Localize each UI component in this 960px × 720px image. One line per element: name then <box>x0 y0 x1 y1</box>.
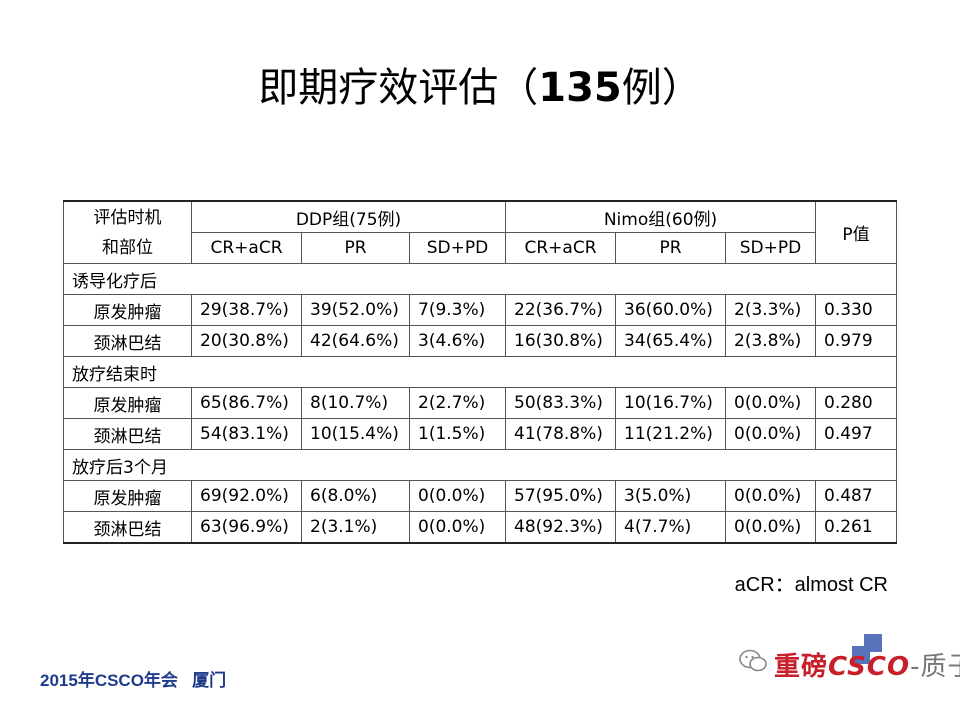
value-cell: 16(30.8%) <box>505 325 616 357</box>
section-label: 放疗后3个月 <box>63 449 897 481</box>
table-row: 颈淋巴结 63(96.9%) 2(3.1%) 0(0.0%) 48(92.3%)… <box>63 511 897 544</box>
value-cell: 34(65.4%) <box>615 325 726 357</box>
table-row: 原发肿瘤 69(92.0%) 6(8.0%) 0(0.0%) 57(95.0%)… <box>63 480 897 512</box>
logo-text-prefix: 重磅 <box>774 652 829 682</box>
title-number: 135 <box>538 65 622 111</box>
p-value-cell: 0.280 <box>815 387 897 419</box>
sub-header: PR <box>615 232 726 264</box>
value-cell: 69(92.0%) <box>191 480 302 512</box>
value-cell: 63(96.9%) <box>191 511 302 544</box>
p-value-cell: 0.330 <box>815 294 897 326</box>
value-cell: 54(83.1%) <box>191 418 302 450</box>
corner-header: 评估时机 和部位 <box>63 200 192 264</box>
p-value-cell: 0.487 <box>815 480 897 512</box>
value-cell: 2(3.3%) <box>725 294 816 326</box>
site-cell: 颈淋巴结 <box>63 325 192 357</box>
value-cell: 22(36.7%) <box>505 294 616 326</box>
value-cell: 42(64.6%) <box>301 325 410 357</box>
value-cell: 2(3.1%) <box>301 511 410 544</box>
site-cell: 原发肿瘤 <box>63 387 192 419</box>
footnote: aCR：almost CR <box>734 574 888 596</box>
section-row: 放疗后3个月 <box>63 449 897 481</box>
logo-text-csco: CSCO <box>828 652 911 682</box>
value-cell: 0(0.0%) <box>725 418 816 450</box>
efficacy-table: 评估时机 和部位 DDP组(75例) Nimo组(60例) P值 CR+aCR … <box>63 200 897 544</box>
sub-header: PR <box>301 232 410 264</box>
value-cell: 29(38.7%) <box>191 294 302 326</box>
value-cell: 0(0.0%) <box>409 511 506 544</box>
sub-header: CR+aCR <box>191 232 302 264</box>
p-value-cell: 0.261 <box>815 511 897 544</box>
section-row: 诱导化疗后 <box>63 263 897 295</box>
group-header-nimo: Nimo组(60例) <box>505 200 816 233</box>
sub-header: SD+PD <box>409 232 506 264</box>
logo-text: 重磅CSCO-质子 <box>774 646 960 683</box>
value-cell: 65(86.7%) <box>191 387 302 419</box>
value-cell: 36(60.0%) <box>615 294 726 326</box>
wechat-icon <box>739 649 767 672</box>
value-cell: 2(2.7%) <box>409 387 506 419</box>
table-body: 评估时机 和部位 DDP组(75例) Nimo组(60例) P值 CR+aCR … <box>63 200 897 544</box>
header-row-2: CR+aCR PR SD+PD CR+aCR PR SD+PD <box>64 232 897 264</box>
section-label: 放疗结束时 <box>63 356 897 388</box>
value-cell: 4(7.7%) <box>615 511 726 544</box>
value-cell: 0(0.0%) <box>725 511 816 544</box>
slide-title: 即期疗效评估（135例） <box>0 58 960 118</box>
site-cell: 颈淋巴结 <box>63 418 192 450</box>
value-cell: 0(0.0%) <box>409 480 506 512</box>
section-row: 放疗结束时 <box>63 356 897 388</box>
value-cell: 6(8.0%) <box>301 480 410 512</box>
site-cell: 颈淋巴结 <box>63 511 192 544</box>
value-cell: 39(52.0%) <box>301 294 410 326</box>
corner-line-2: 和部位 <box>102 237 153 258</box>
value-cell: 10(15.4%) <box>301 418 410 450</box>
value-cell: 8(10.7%) <box>301 387 410 419</box>
group-header-ddp: DDP组(75例) <box>191 200 506 233</box>
value-cell: 20(30.8%) <box>191 325 302 357</box>
site-cell: 原发肿瘤 <box>63 294 192 326</box>
site-cell: 原发肿瘤 <box>63 480 192 512</box>
value-cell: 7(9.3%) <box>409 294 506 326</box>
logo-text-suffix: -质子 <box>910 652 960 682</box>
table-row: 原发肿瘤 29(38.7%) 39(52.0%) 7(9.3%) 22(36.7… <box>63 294 897 326</box>
value-cell: 0(0.0%) <box>725 387 816 419</box>
value-cell: 3(5.0%) <box>615 480 726 512</box>
p-value-cell: 0.979 <box>815 325 897 357</box>
corner-line-1: 评估时机 <box>93 207 162 228</box>
sub-header: CR+aCR <box>505 232 616 264</box>
title-suffix: 例） <box>621 65 702 111</box>
value-cell: 2(3.8%) <box>725 325 816 357</box>
p-value-cell: 0.497 <box>815 418 897 450</box>
value-cell: 50(83.3%) <box>505 387 616 419</box>
conference-footer: 2015年CSCO年会 厦门 <box>40 671 227 690</box>
table-row: 原发肿瘤 65(86.7%) 8(10.7%) 2(2.7%) 50(83.3%… <box>63 387 897 419</box>
value-cell: 41(78.8%) <box>505 418 616 450</box>
value-cell: 11(21.2%) <box>615 418 726 450</box>
value-cell: 0(0.0%) <box>725 480 816 512</box>
watermark-logo: 重磅CSCO-质子 <box>720 628 960 708</box>
header-row-1: 评估时机 和部位 DDP组(75例) Nimo组(60例) P值 <box>63 200 897 264</box>
value-cell: 48(92.3%) <box>505 511 616 544</box>
section-label: 诱导化疗后 <box>63 263 897 295</box>
p-value-header: P值 <box>815 200 897 264</box>
title-main: 即期疗效评估（ <box>258 65 539 111</box>
value-cell: 3(4.6%) <box>409 325 506 357</box>
value-cell: 1(1.5%) <box>409 418 506 450</box>
table-row: 颈淋巴结 20(30.8%) 42(64.6%) 3(4.6%) 16(30.8… <box>63 325 897 357</box>
table-row: 颈淋巴结 54(83.1%) 10(15.4%) 1(1.5%) 41(78.8… <box>63 418 897 450</box>
value-cell: 57(95.0%) <box>505 480 616 512</box>
value-cell: 10(16.7%) <box>615 387 726 419</box>
sub-header: SD+PD <box>725 232 816 264</box>
